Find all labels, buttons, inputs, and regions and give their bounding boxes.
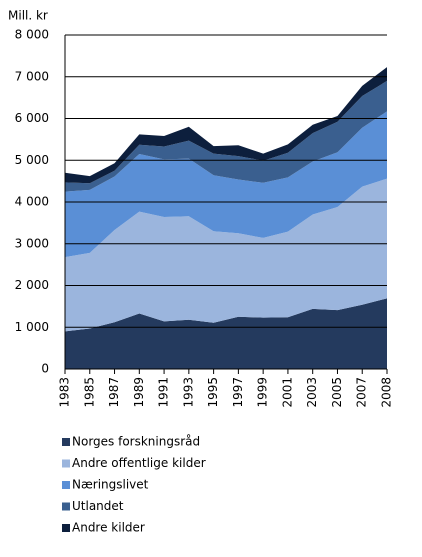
area: [65, 67, 387, 184]
y-tick-label: 5 000: [15, 153, 49, 167]
y-tick-label: 2 000: [15, 278, 49, 292]
legend-label: Norges forskningsråd: [72, 435, 200, 449]
x-tick-label: 2007: [355, 377, 369, 408]
area: [65, 298, 387, 369]
y-tick-label: 1 000: [15, 320, 49, 334]
y-tick-label: 3 000: [15, 236, 49, 250]
legend-label: Utlandet: [72, 499, 124, 513]
x-tick-label: 2001: [280, 377, 294, 408]
x-tick-label: 1995: [206, 377, 220, 408]
area: [65, 111, 387, 258]
x-tick-label: 2003: [305, 377, 319, 408]
y-tick-label: 0: [41, 362, 49, 376]
x-tick-label: 2005: [330, 377, 344, 408]
legend-swatch: [62, 524, 70, 532]
legend-swatch: [62, 502, 70, 511]
x-tick-label: 1991: [157, 377, 171, 408]
y-tick-label: 7 000: [15, 69, 49, 83]
legend-label: Næringslivet: [72, 478, 149, 492]
y-tick-label: 4 000: [15, 195, 49, 209]
x-tick-label: 1993: [181, 377, 195, 408]
x-tick-label: 2008: [380, 377, 394, 408]
y-tick-label: 6 000: [15, 111, 49, 125]
legend-label: Andre offentlige kilder: [72, 456, 206, 470]
y-tick-label: 8 000: [15, 28, 49, 42]
legend-swatch: [62, 438, 70, 446]
x-tick-label: 1997: [231, 377, 245, 408]
legend-label: Andre kilder: [72, 521, 145, 535]
y-axis-label: Mill. kr: [8, 9, 48, 23]
x-tick-label: 1987: [107, 377, 121, 408]
area: [65, 178, 387, 332]
legend-swatch: [62, 481, 70, 489]
area: [65, 80, 387, 192]
x-tick-label: 1989: [132, 377, 146, 408]
legend-swatch: [62, 459, 70, 468]
x-tick-label: 1983: [58, 377, 72, 408]
x-tick-label: 1999: [256, 377, 270, 408]
x-tick-label: 1985: [82, 377, 96, 408]
